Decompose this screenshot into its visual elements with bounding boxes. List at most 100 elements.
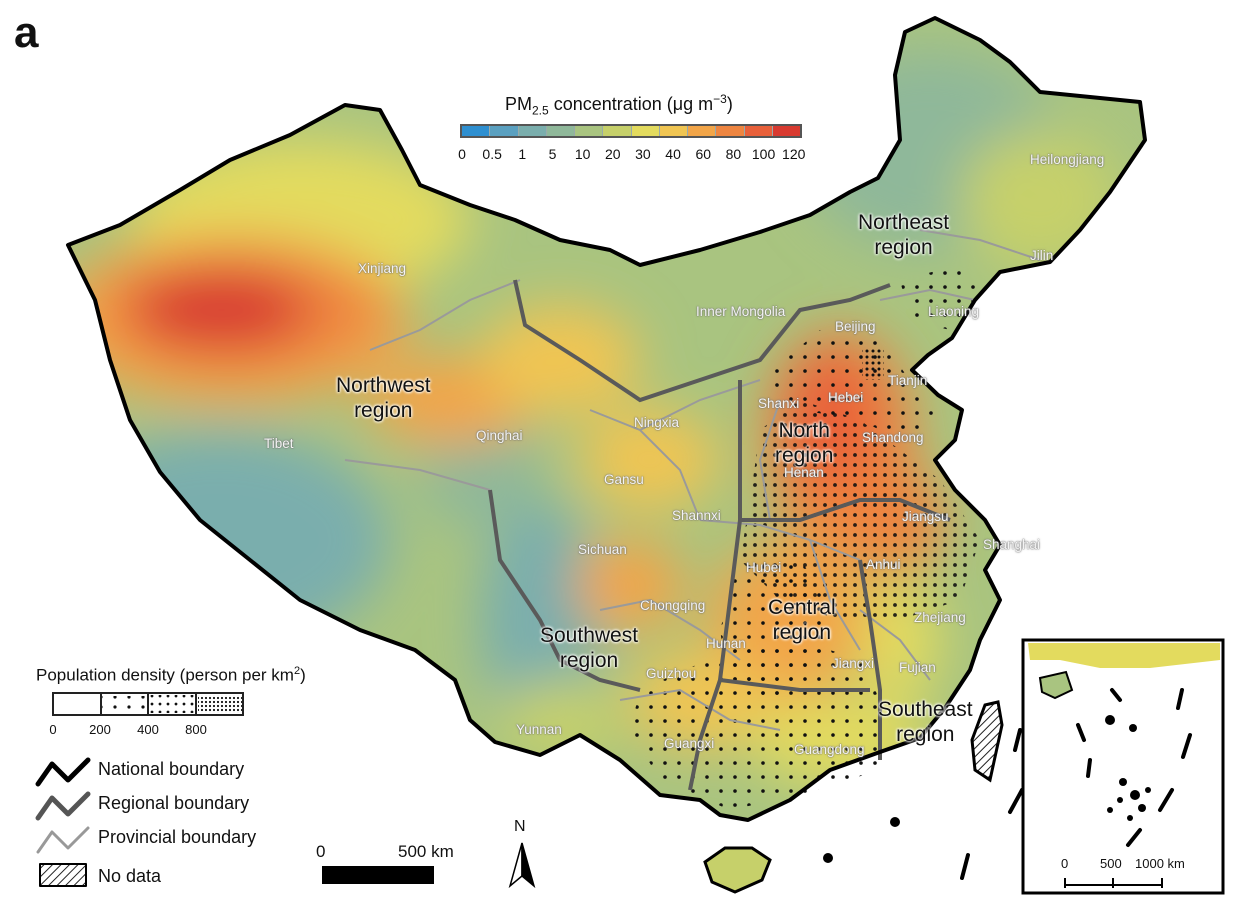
province-label: Beijing xyxy=(835,319,876,334)
province-label: Chongqing xyxy=(640,598,706,613)
no-data-legend-icon xyxy=(39,863,87,887)
province-label: Shanxi xyxy=(758,396,800,411)
colorbar-tick-label: 100 xyxy=(751,146,776,162)
province-label: Shanghai xyxy=(983,537,1041,552)
colorbar-swatch xyxy=(688,126,717,136)
pop-class-800-plus xyxy=(196,694,242,714)
colorbar-tick-label: 80 xyxy=(725,146,742,162)
colorbar-tick-label: 0 xyxy=(458,146,466,162)
population-legend-title: Population density (person per km2) xyxy=(36,665,306,685)
pop-class-0-200 xyxy=(54,694,102,714)
province-label: Henan xyxy=(784,465,824,480)
colorbar-tick-label: 1 xyxy=(518,146,527,162)
province-label: Tianjin xyxy=(888,373,928,388)
colorbar-swatch xyxy=(490,126,519,136)
province-label: Sichuan xyxy=(578,542,627,557)
population-legend-bar xyxy=(52,692,244,716)
province-label: Heilongjiang xyxy=(1030,152,1105,167)
region-label-northwest: Northwest region xyxy=(336,374,431,422)
colorbar-swatch xyxy=(575,126,604,136)
province-label: Gansu xyxy=(604,472,644,487)
province-label: Qinghai xyxy=(476,428,523,443)
inset-scale-1000: 1000 km xyxy=(1135,856,1185,871)
hainan-island xyxy=(703,846,772,894)
panel-label: a xyxy=(14,8,39,57)
colorbar-tick-label: 120 xyxy=(782,146,806,162)
region-label-central: Central region xyxy=(768,596,836,644)
inset-scale-bar xyxy=(1064,878,1163,888)
regional-boundary-legend-icon xyxy=(35,791,91,821)
province-label: Zhejiang xyxy=(914,610,966,625)
region-label-southeast: Southeast region xyxy=(878,698,973,746)
region-label-southwest: Southwest region xyxy=(540,624,639,672)
province-label: Xinjiang xyxy=(358,261,407,276)
colorbar-tick-label: 40 xyxy=(665,146,681,162)
colorbar-swatch xyxy=(462,126,491,136)
colorbar-swatch xyxy=(518,126,547,136)
province-label: Jiangxi xyxy=(832,656,875,671)
inset-map xyxy=(1021,638,1225,895)
pop-class-200-400 xyxy=(101,694,149,714)
scale-bar-start: 0 xyxy=(316,842,326,861)
province-label: Tibet xyxy=(264,436,294,451)
province-label: Jilin xyxy=(1030,248,1054,263)
legend-national: National boundary xyxy=(98,758,245,779)
north-arrow-label: N xyxy=(514,818,526,835)
legend-symbols xyxy=(35,757,91,887)
region-label-northeast: Northeast region xyxy=(858,211,950,259)
province-label: Hubei xyxy=(746,560,782,575)
national-boundary-legend-icon xyxy=(35,757,91,787)
regional-boundaries xyxy=(488,279,951,791)
province-label: Jiangsu xyxy=(902,509,949,524)
north-arrow-icon xyxy=(508,842,536,889)
pop-tick: 200 xyxy=(89,722,111,737)
province-label: Shannxi xyxy=(672,508,721,523)
colorbar-title: PM2.5 concentration (μg m−3) xyxy=(505,92,733,118)
colorbar-tick-label: 60 xyxy=(695,146,712,162)
legend-no-data: No data xyxy=(98,865,162,886)
pop-tick: 800 xyxy=(185,722,207,737)
province-label: Fujian xyxy=(899,660,936,675)
scale-bar xyxy=(322,866,434,884)
inset-scale-0: 0 xyxy=(1061,856,1069,871)
province-label: Guangdong xyxy=(794,742,865,757)
region-label-north: North region xyxy=(775,419,834,467)
province-label: Hebei xyxy=(828,390,864,405)
provincial-boundaries xyxy=(344,229,1041,731)
pop-tick: 400 xyxy=(137,722,159,737)
south-china-sea-dashes xyxy=(823,728,1024,880)
colorbar-swatch xyxy=(659,126,688,136)
province-label: Yunnan xyxy=(516,722,562,737)
national-boundary xyxy=(66,16,1147,822)
colorbar-swatch xyxy=(716,126,745,136)
legend-regional: Regional boundary xyxy=(98,792,250,813)
legend-provincial: Provincial boundary xyxy=(98,826,257,847)
colorbar-tick-label: 30 xyxy=(635,146,651,162)
colorbar-tick-label: 5 xyxy=(548,146,557,162)
colorbar-tick-label: 20 xyxy=(604,146,621,162)
inset-scale-500: 500 xyxy=(1100,856,1122,871)
provincial-boundary-legend-icon xyxy=(36,826,90,854)
colorbar-tick-label: 0.5 xyxy=(482,146,502,162)
province-label: Ningxia xyxy=(634,415,680,430)
colorbar-swatch xyxy=(603,126,632,136)
colorbar-tick-labels: 0 0.5 1 5 10 20 30 40 60 80 100 120 xyxy=(450,146,812,166)
pop-class-400-800 xyxy=(149,694,197,714)
colorbar-swatch xyxy=(772,126,800,136)
colorbar-swatch xyxy=(631,126,660,136)
scale-bar-end: 500 km xyxy=(398,842,454,861)
colorbar-swatch xyxy=(744,126,773,136)
province-label: Hunan xyxy=(706,636,746,651)
taiwan-no-data xyxy=(970,700,1004,783)
colorbar-tick-label: 10 xyxy=(574,146,591,162)
colorbar xyxy=(460,124,802,138)
province-label: Shandong xyxy=(862,430,924,445)
pop-tick: 0 xyxy=(49,722,57,737)
colorbar-swatch xyxy=(546,126,575,136)
province-label: Guizhou xyxy=(646,666,697,681)
province-label: Guangxi xyxy=(664,736,715,751)
province-label: Anhui xyxy=(866,557,901,572)
province-label: Inner Mongolia xyxy=(696,304,786,319)
